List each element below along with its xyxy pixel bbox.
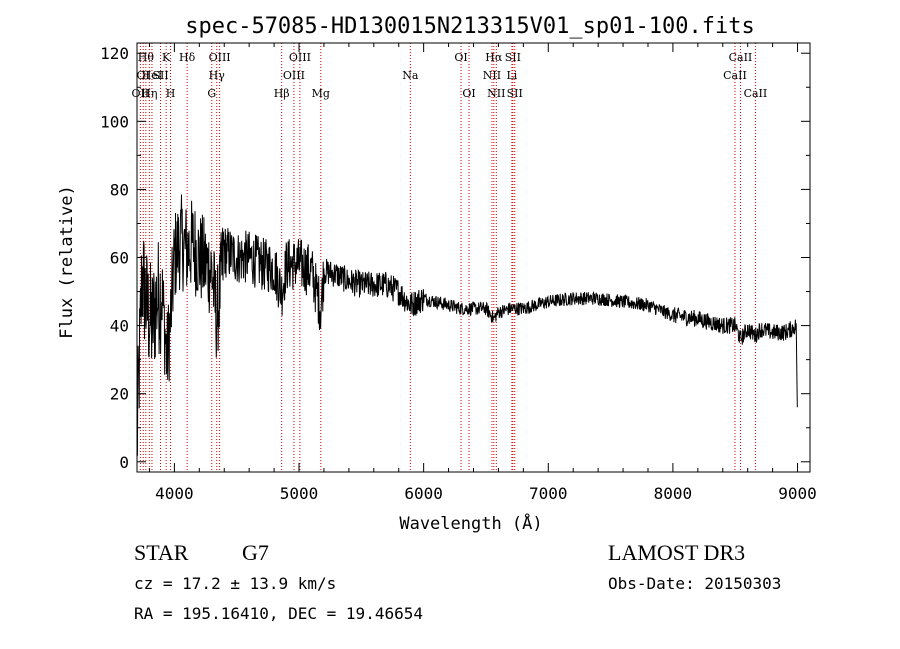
spectral-line-label: OI (137, 69, 150, 82)
x-axis-label: Wavelength (Å) (399, 512, 542, 534)
spectral-line-label: NII (483, 69, 501, 82)
spectral-line-label: OI (462, 87, 475, 100)
redshift-velocity: cz = 17.2 ± 13.9 km/s (134, 574, 337, 593)
x-tick-label: 5000 (280, 484, 319, 503)
spectral-line-label: NII (487, 87, 505, 100)
spectral-line-label: SII (505, 51, 521, 64)
y-tick-label: 120 (100, 44, 129, 63)
x-tick-label: 6000 (404, 484, 443, 503)
spectral-line-label: Mg (312, 87, 330, 100)
y-tick-label: 40 (110, 317, 129, 336)
spectrum-series (136, 194, 798, 456)
y-tick-label: 0 (119, 453, 129, 472)
spectral-line-label: CaII (744, 87, 768, 100)
spectral-line-label: OII (132, 87, 150, 100)
spectral-line-label: Li (506, 69, 517, 82)
spectral-line-label: G (207, 87, 216, 100)
spectral-line-label: Hη (141, 87, 157, 100)
chart-title: spec-57085-HD130015N213315V01_sp01-100.f… (185, 14, 755, 39)
spectral-line-label: Hα (485, 51, 503, 64)
spectral-line-label: Hβ (274, 87, 290, 100)
spectral-line-label: Hγ (209, 69, 226, 82)
y-axis-label: Flux (relative) (57, 185, 77, 339)
axes: 4000 5000 6000 7000 8000 9000 0 20 40 60 80 100 120 (100, 43, 817, 503)
object-type: STAR (134, 540, 189, 565)
spectral-line-label: OIII (283, 69, 305, 82)
y-tick-label: 60 (110, 249, 129, 268)
spectral-line-labels: OIIOIHθHηHeISIIKHHδGHγOIIIHβOIIIOIIIMgNa… (132, 51, 768, 100)
spectral-line-label: Hθ (138, 51, 155, 64)
spectrum-line (136, 194, 798, 456)
survey-name: LAMOST DR3 (608, 540, 746, 565)
spectral-line-label: Hδ (179, 51, 196, 64)
spectral-line-label: K (162, 51, 171, 64)
x-tick-label: 7000 (529, 484, 568, 503)
spectral-line-label: H (166, 87, 176, 100)
y-tick-label: 100 (100, 112, 129, 131)
spectral-line-markers (139, 43, 756, 472)
x-tick-label: 4000 (155, 484, 194, 503)
x-tick-label: 8000 (654, 484, 693, 503)
spectral-line-label: CaII (723, 69, 747, 82)
y-tick-label: 80 (110, 180, 129, 199)
sky-coordinates: RA = 195.16410, DEC = 19.46654 (134, 604, 423, 623)
spectral-subclass: G7 (242, 540, 269, 565)
spectral-line-label: OIII (209, 51, 231, 64)
spectral-line-label: OI (454, 51, 467, 64)
observation-date: Obs-Date: 20150303 (608, 574, 782, 593)
x-tick-label: 9000 (778, 484, 817, 503)
spectral-line-label: CaII (729, 51, 753, 64)
y-tick-label: 20 (110, 385, 129, 404)
spectral-line-label: HeI (142, 69, 162, 82)
spectral-line-label: OIII (289, 51, 311, 64)
spectral-line-label: SII (152, 69, 168, 82)
spectral-line-label: SII (507, 87, 523, 100)
spectral-line-label: Na (402, 69, 419, 82)
